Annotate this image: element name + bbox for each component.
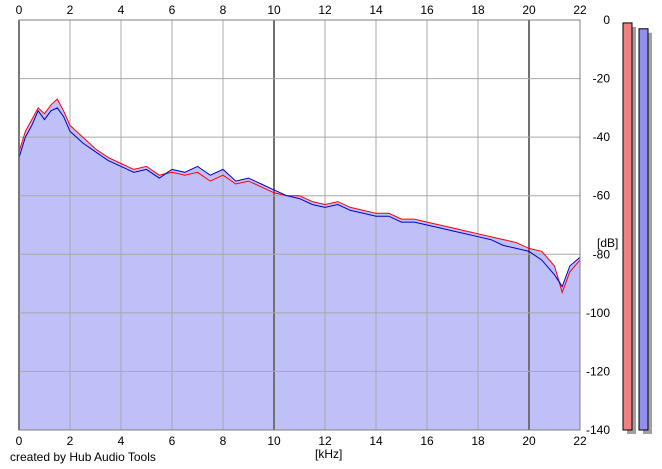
y-tick-label: -100	[586, 306, 610, 320]
x-tick-label-bottom: 14	[369, 434, 383, 448]
x-tick-label-bottom: 8	[220, 434, 227, 448]
x-tick-label-bottom: 18	[471, 434, 485, 448]
y-tick-label: 0	[603, 13, 610, 27]
y-tick-label: -120	[586, 364, 610, 378]
x-tick-label-top: 4	[118, 3, 125, 17]
x-tick-label-top: 10	[267, 3, 281, 17]
y-axis-unit-label: [dB]	[597, 236, 619, 250]
x-tick-label-top: 2	[67, 3, 74, 17]
spectrum-line-1	[18, 98, 581, 294]
x-tick-label-bottom: 22	[573, 434, 587, 448]
y-tick-label: -60	[593, 189, 611, 203]
y-tick-label: -40	[593, 130, 611, 144]
x-tick-label-top: 16	[420, 3, 434, 17]
spectrum-area	[19, 99, 580, 430]
credit-text: created by Hub Audio Tools	[10, 450, 156, 464]
y-tick-label: -140	[586, 423, 610, 437]
x-tick-label-bottom: 0	[16, 434, 23, 448]
x-tick-label-bottom: 20	[522, 434, 536, 448]
x-tick-label-bottom: 16	[420, 434, 434, 448]
spectrum-line-2	[18, 107, 581, 288]
x-tick-label-top: 0	[16, 3, 23, 17]
x-tick-label-bottom: 6	[169, 434, 176, 448]
x-tick-label-top: 8	[220, 3, 227, 17]
x-tick-label-bottom: 12	[318, 434, 332, 448]
x-tick-label-bottom: 10	[267, 434, 281, 448]
x-tick-label-bottom: 4	[118, 434, 125, 448]
level-meter-bar	[622, 22, 633, 431]
plot-frame	[18, 19, 581, 431]
level-meter-bar	[638, 28, 649, 431]
y-tick-label: -80	[593, 247, 611, 261]
x-tick-label-top: 12	[318, 3, 332, 17]
x-axis-unit-label: [kHz]	[315, 447, 343, 461]
x-tick-label-top: 6	[169, 3, 176, 17]
x-tick-label-top: 18	[471, 3, 485, 17]
x-tick-label-top: 14	[369, 3, 383, 17]
y-tick-label: -20	[593, 72, 611, 86]
x-tick-label-bottom: 2	[67, 434, 74, 448]
x-tick-label-top: 20	[522, 3, 536, 17]
x-tick-label-top: 22	[573, 3, 587, 17]
